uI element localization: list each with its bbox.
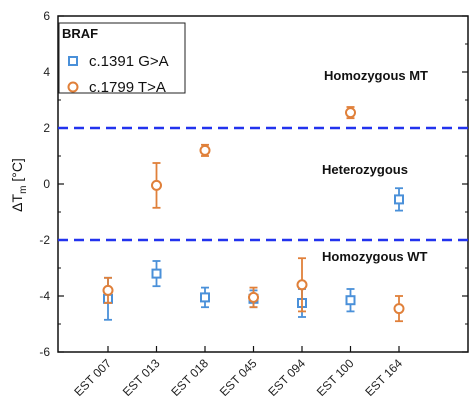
data-layer: [102, 106, 405, 323]
data-point-circle: [345, 107, 356, 119]
legend-square-marker: [68, 56, 78, 66]
data-point-circle: [296, 279, 308, 291]
legend-marker-circle: [67, 81, 79, 93]
legend-circle-marker: [67, 81, 79, 93]
x-tick-label: EST 013: [120, 356, 163, 399]
annotation-homozygous-mt: Homozygous MT: [324, 68, 428, 83]
x-tick-label: EST 018: [168, 356, 211, 399]
y-axis-title-unit: [°C]: [9, 158, 25, 185]
legend-label-series-2: c.1799 T>A: [89, 79, 166, 96]
data-point-square: [345, 295, 356, 306]
legend-marker-square: [68, 56, 78, 66]
y-axis-title: ΔTm [°C]: [9, 158, 29, 212]
y-axis-title-main: ΔT: [9, 193, 25, 211]
x-tick-label: EST 045: [217, 356, 260, 399]
y-tick-label: -4: [39, 289, 50, 303]
legend: BRAF c.1391 G>A c.1799 T>A: [58, 22, 186, 96]
x-tick-label: EST 007: [71, 356, 114, 399]
annotation-homozygous-wt: Homozygous WT: [322, 249, 427, 264]
y-tick-label: 4: [43, 65, 50, 79]
data-point-square: [151, 268, 162, 279]
y-tick-label: 0: [43, 177, 50, 191]
data-point-circle: [199, 144, 211, 156]
data-point-circle: [102, 284, 114, 296]
reference-lines: [58, 126, 468, 242]
x-tick-label: EST 100: [314, 356, 357, 399]
legend-box: [58, 22, 186, 94]
y-axis-title-subscript: m: [18, 186, 29, 194]
data-point-circle: [151, 179, 162, 191]
data-point-square: [394, 194, 404, 205]
data-point-circle: [248, 291, 259, 303]
x-tick-label: EST 164: [362, 356, 405, 399]
annotations: Homozygous MT Heterozygous Homozygous WT: [322, 68, 428, 264]
data-point-circle: [393, 303, 405, 315]
series-circle: [102, 106, 405, 323]
annotation-heterozygous: Heterozygous: [322, 162, 408, 177]
data-point-square: [200, 292, 210, 303]
legend-title: BRAF: [62, 26, 98, 41]
y-tick-label: -2: [39, 233, 50, 247]
x-tick-label: EST 094: [265, 356, 308, 399]
y-tick-label: -6: [39, 345, 50, 359]
y-tick-label: 6: [43, 9, 50, 23]
y-tick-label: 2: [43, 121, 50, 135]
legend-label-series-1: c.1391 G>A: [89, 53, 169, 70]
